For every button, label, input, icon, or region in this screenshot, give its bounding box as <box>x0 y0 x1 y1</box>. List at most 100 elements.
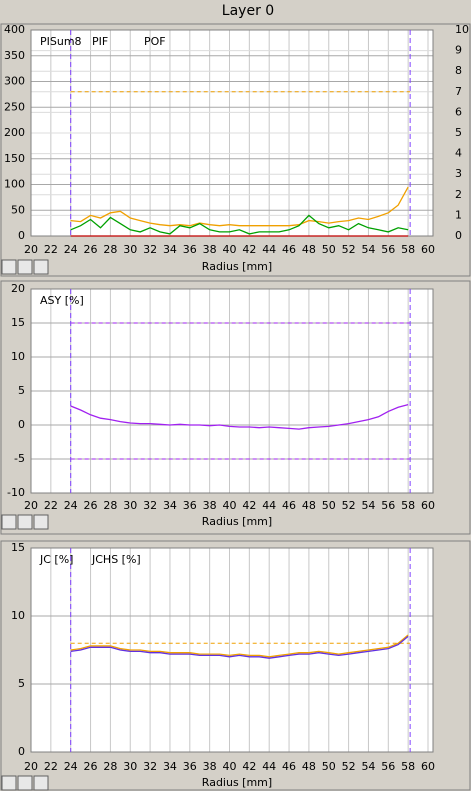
x-tick-label: 48 <box>302 243 316 256</box>
x-tick-label: 56 <box>381 760 395 773</box>
y-tick-label: 0 <box>18 418 25 431</box>
x-tick-label: 52 <box>342 760 356 773</box>
x-tick-label: 48 <box>302 499 316 512</box>
x-tick-label: 30 <box>123 499 137 512</box>
x-tick-label: 46 <box>282 760 296 773</box>
x-tick-label: 28 <box>103 760 117 773</box>
x-tick-label: 58 <box>401 760 415 773</box>
x-tick-label: 32 <box>143 499 157 512</box>
window-title: Layer 0 <box>222 3 274 19</box>
y2-tick-label: 5 <box>455 126 462 139</box>
y2-tick-label: 3 <box>455 167 462 180</box>
y2-tick-label: 1 <box>455 208 462 221</box>
x-axis-label: Radius [mm] <box>202 260 272 273</box>
x-tick-label: 38 <box>203 243 217 256</box>
x-axis-label: Radius [mm] <box>202 515 272 528</box>
x-tick-label: 34 <box>163 243 177 256</box>
x-tick-label: 32 <box>143 243 157 256</box>
x-tick-label: 20 <box>24 499 38 512</box>
y-tick-label: 20 <box>11 282 25 295</box>
legend-entry: POF <box>144 35 166 48</box>
x-tick-label: 36 <box>183 760 197 773</box>
y-tick-label: 150 <box>4 152 25 165</box>
y2-tick-label: 8 <box>455 64 462 77</box>
x-tick-label: 44 <box>262 499 276 512</box>
x-tick-label: 58 <box>401 243 415 256</box>
toolbar-hand-button[interactable] <box>33 259 49 275</box>
y2-tick-label: 2 <box>455 188 462 201</box>
y2-tick-label: 10 <box>455 23 469 36</box>
x-tick-label: 38 <box>203 760 217 773</box>
y-tick-label: 350 <box>4 49 25 62</box>
y-tick-label: 400 <box>4 23 25 36</box>
x-tick-label: 26 <box>84 760 98 773</box>
y-tick-label: -10 <box>7 486 25 499</box>
x-tick-label: 44 <box>262 760 276 773</box>
y-tick-label: -5 <box>14 452 25 465</box>
legend-entry: JCHS [%] <box>91 553 141 566</box>
y2-tick-label: 4 <box>455 147 462 160</box>
x-tick-label: 58 <box>401 499 415 512</box>
x-tick-label: 26 <box>84 499 98 512</box>
y-tick-label: 15 <box>11 316 25 329</box>
toolbar-plus-button[interactable] <box>17 775 33 791</box>
y-tick-label: 0 <box>18 229 25 242</box>
y-tick-label: 5 <box>18 677 25 690</box>
series-line <box>70 634 409 658</box>
x-tick-label: 22 <box>44 243 58 256</box>
toolbar-plus-button[interactable] <box>17 514 33 530</box>
x-tick-label: 34 <box>163 760 177 773</box>
y-tick-label: 300 <box>4 75 25 88</box>
x-tick-label: 40 <box>223 243 237 256</box>
x-tick-label: 52 <box>342 243 356 256</box>
x-tick-label: 40 <box>223 499 237 512</box>
x-tick-label: 60 <box>421 499 435 512</box>
x-tick-label: 56 <box>381 499 395 512</box>
x-tick-label: 44 <box>262 243 276 256</box>
series-line <box>70 635 409 659</box>
toolbar-plus-button[interactable] <box>17 259 33 275</box>
x-tick-label: 30 <box>123 243 137 256</box>
y2-tick-label: 6 <box>455 105 462 118</box>
x-tick-label: 54 <box>361 243 375 256</box>
y2-tick-label: 9 <box>455 44 462 57</box>
x-tick-label: 20 <box>24 243 38 256</box>
x-tick-label: 34 <box>163 499 177 512</box>
x-axis-label: Radius [mm] <box>202 776 272 789</box>
x-tick-label: 36 <box>183 243 197 256</box>
y-tick-label: 50 <box>11 203 25 216</box>
x-tick-label: 56 <box>381 243 395 256</box>
x-tick-label: 36 <box>183 499 197 512</box>
x-tick-label: 24 <box>64 243 78 256</box>
x-tick-label: 60 <box>421 760 435 773</box>
x-tick-label: 38 <box>203 499 217 512</box>
x-tick-label: 60 <box>421 243 435 256</box>
toolbar-hand-button[interactable] <box>33 514 49 530</box>
x-tick-label: 30 <box>123 760 137 773</box>
y-tick-label: 10 <box>11 350 25 363</box>
x-tick-label: 28 <box>103 243 117 256</box>
series-line <box>70 214 409 235</box>
x-tick-label: 46 <box>282 499 296 512</box>
y2-tick-label: 0 <box>455 229 462 242</box>
x-tick-label: 24 <box>64 760 78 773</box>
x-tick-label: 42 <box>242 499 256 512</box>
y-tick-label: 5 <box>18 384 25 397</box>
legend-entry: JC [%] <box>39 553 73 566</box>
x-tick-label: 50 <box>322 499 336 512</box>
y-tick-label: 0 <box>18 745 25 758</box>
toolbar-zoom-button[interactable] <box>1 775 17 791</box>
toolbar-zoom-button[interactable] <box>1 514 17 530</box>
toolbar-zoom-button[interactable] <box>1 259 17 275</box>
x-tick-label: 42 <box>242 760 256 773</box>
legend-entry: PISum8 <box>40 35 82 48</box>
x-tick-label: 22 <box>44 499 58 512</box>
series-line <box>70 403 409 430</box>
legend-entry: ASY [%] <box>40 294 84 307</box>
x-tick-label: 26 <box>84 243 98 256</box>
x-tick-label: 48 <box>302 760 316 773</box>
x-tick-label: 52 <box>342 499 356 512</box>
toolbar-hand-button[interactable] <box>33 775 49 791</box>
x-tick-label: 22 <box>44 760 58 773</box>
plot-border <box>30 547 434 753</box>
